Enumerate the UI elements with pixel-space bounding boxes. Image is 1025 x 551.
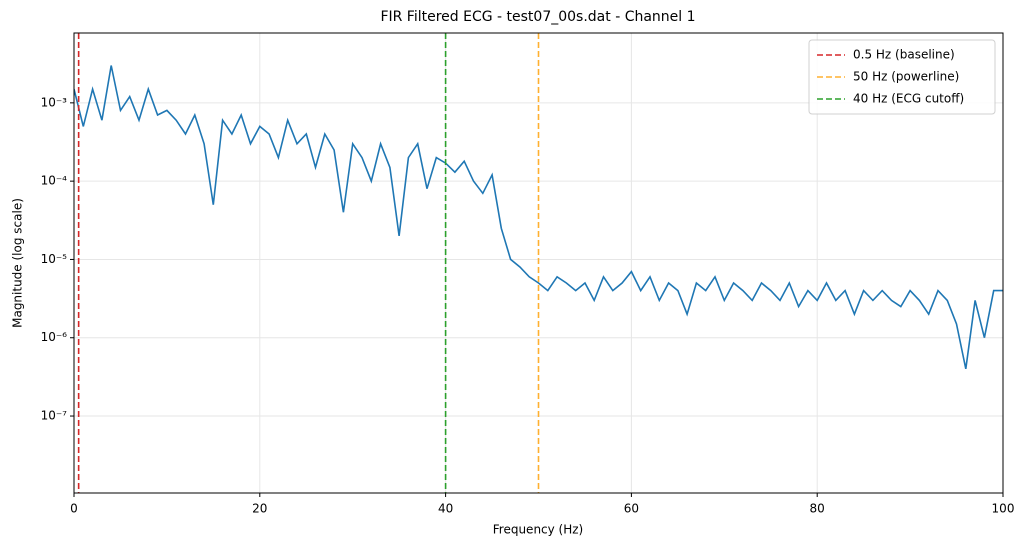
y-axis-label: Magnitude (log scale) xyxy=(11,198,25,328)
chart-title: FIR Filtered ECG - test07_00s.dat - Chan… xyxy=(380,9,695,25)
x-tick-label: 0 xyxy=(70,502,78,516)
legend-label: 50 Hz (powerline) xyxy=(853,70,959,84)
legend-label: 0.5 Hz (baseline) xyxy=(853,48,955,62)
y-tick-label: 10⁻⁶ xyxy=(41,330,68,344)
y-tick-label: 10⁻³ xyxy=(41,95,68,109)
plot-frame xyxy=(73,32,1004,494)
x-tick-label: 40 xyxy=(438,502,453,516)
legend-label: 40 Hz (ECG cutoff) xyxy=(853,92,964,106)
y-tick-label: 10⁻⁵ xyxy=(41,252,68,266)
y-tick-label: 10⁻⁴ xyxy=(41,174,68,188)
x-tick-label: 20 xyxy=(252,502,267,516)
y-tick-label: 10⁻⁷ xyxy=(41,409,68,423)
x-tick-label: 80 xyxy=(810,502,825,516)
x-tick-label: 60 xyxy=(624,502,639,516)
data-line xyxy=(74,65,1003,370)
x-axis-label: Frequency (Hz) xyxy=(493,523,584,537)
x-tick-label: 100 xyxy=(992,502,1015,516)
legend-box xyxy=(808,39,996,115)
